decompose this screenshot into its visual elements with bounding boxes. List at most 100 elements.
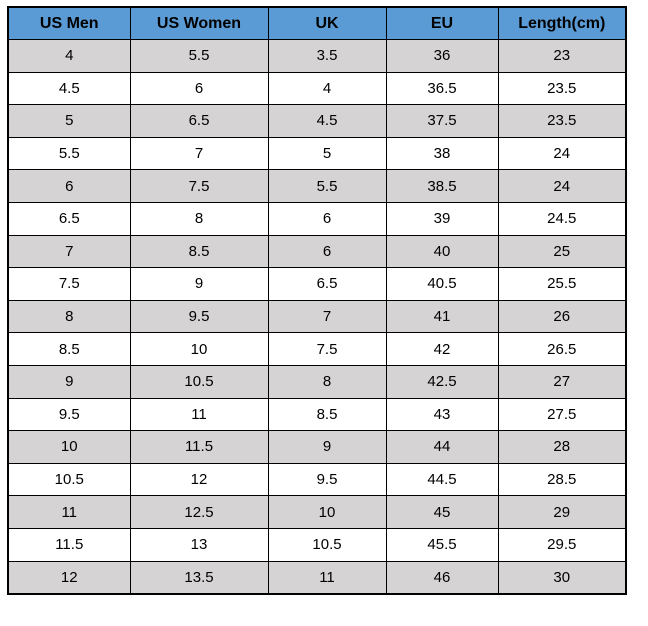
table-row: 4.5 6 4 36.5 23.5 [7,71,627,106]
table-cell: 7 [129,136,269,171]
table-cell: 27 [497,364,627,399]
table-cell: 29 [497,495,627,529]
table-row: 9.5 11 8.5 43 27.5 [7,397,627,432]
table-row: 5.5 7 5 38 24 [7,136,627,171]
table-cell: 38 [385,136,499,171]
table-cell: 10 [129,332,269,366]
table-cell: 11 [129,397,269,432]
table-cell: 42 [385,332,499,366]
table-cell: 7 [267,299,387,334]
table-row: 6 7.5 5.5 38.5 24 [7,169,627,203]
header-cell-length-cm: Length(cm) [497,6,627,40]
table-cell: 28 [497,430,627,464]
table-row: 10 11.5 9 44 28 [7,430,627,464]
table-cell: 10 [267,495,387,529]
table-cell: 10 [7,430,131,464]
table-cell: 11.5 [7,527,131,562]
table-cell: 8 [129,201,269,236]
table-cell: 9 [7,364,131,399]
table-cell: 44 [385,430,499,464]
table-cell: 23.5 [497,71,627,106]
table-row: 7 8.5 6 40 25 [7,234,627,269]
table-cell: 5.5 [267,169,387,203]
header-cell-us-men: US Men [7,6,131,40]
table-row: 7.5 9 6.5 40.5 25.5 [7,267,627,301]
table-cell: 4 [7,39,131,73]
table-cell: 7 [7,234,131,269]
table-cell: 28.5 [497,462,627,497]
table-cell: 5.5 [129,39,269,73]
table-cell: 37.5 [385,104,499,138]
size-conversion-chart: US Men US Women UK EU Length(cm) 4 5.5 3.5… [7,6,627,596]
header-row: US Men US Women UK EU Length(cm) [7,6,627,40]
table-cell: 6.5 [267,267,387,301]
table-cell: 4 [267,71,387,106]
table-cell: 7.5 [7,267,131,301]
header-cell-uk: UK [267,6,387,40]
table-cell: 12 [129,462,269,497]
table-cell: 8 [267,364,387,399]
table-cell: 41 [385,299,499,334]
table-cell: 27.5 [497,397,627,432]
table-cell: 46 [385,560,499,595]
table-cell: 43 [385,397,499,432]
table-cell: 13.5 [129,560,269,595]
table-cell: 9 [129,267,269,301]
table-cell: 7.5 [267,332,387,366]
table-cell: 13 [129,527,269,562]
table-cell: 6 [267,234,387,269]
table-cell: 11 [7,495,131,529]
table-cell: 42.5 [385,364,499,399]
table-cell: 38.5 [385,169,499,203]
table-body: 4 5.5 3.5 36 23 4.5 6 4 36.5 23.5 5 6.5 4.5 37.5 23.5 5… [7,39,627,595]
table-cell: 12.5 [129,495,269,529]
table-cell: 10.5 [129,364,269,399]
table-row: 4 5.5 3.5 36 23 [7,39,627,73]
table-cell: 9.5 [267,462,387,497]
table-cell: 6 [7,169,131,203]
table-cell: 30 [497,560,627,595]
table-cell: 8.5 [129,234,269,269]
table-row: 11.5 13 10.5 45.5 29.5 [7,527,627,562]
table-cell: 24 [497,169,627,203]
table-row: 9 10.5 8 42.5 27 [7,364,627,399]
table-cell: 23 [497,39,627,73]
table-cell: 25.5 [497,267,627,301]
table-cell: 8.5 [267,397,387,432]
table-cell: 45.5 [385,527,499,562]
table-cell: 5 [7,104,131,138]
table-cell: 4.5 [7,71,131,106]
table-cell: 26.5 [497,332,627,366]
table-row: 8 9.5 7 41 26 [7,299,627,334]
table-cell: 29.5 [497,527,627,562]
table-cell: 23.5 [497,104,627,138]
table-cell: 6 [267,201,387,236]
header-cell-eu: EU [385,6,499,40]
table-cell: 4.5 [267,104,387,138]
table-cell: 5 [267,136,387,171]
table-cell: 9.5 [7,397,131,432]
table-cell: 8 [7,299,131,334]
table-cell: 8.5 [7,332,131,366]
table-row: 6.5 8 6 39 24.5 [7,201,627,236]
header-cell-us-women: US Women [129,6,269,40]
table-cell: 36.5 [385,71,499,106]
table-row: 12 13.5 11 46 30 [7,560,627,595]
table-row: 10.5 12 9.5 44.5 28.5 [7,462,627,497]
table-cell: 40.5 [385,267,499,301]
table-header: US Men US Women UK EU Length(cm) [7,6,627,40]
table-row: 5 6.5 4.5 37.5 23.5 [7,104,627,138]
table-cell: 40 [385,234,499,269]
table-cell: 6.5 [129,104,269,138]
table-cell: 5.5 [7,136,131,171]
table-row: 11 12.5 10 45 29 [7,495,627,529]
table-cell: 3.5 [267,39,387,73]
table-cell: 11.5 [129,430,269,464]
size-chart-table: US Men US Women UK EU Length(cm) 4 5.5 3.5… [7,6,627,596]
table-cell: 11 [267,560,387,595]
table-cell: 25 [497,234,627,269]
table-cell: 10.5 [267,527,387,562]
table-cell: 12 [7,560,131,595]
table-cell: 6 [129,71,269,106]
table-cell: 36 [385,39,499,73]
